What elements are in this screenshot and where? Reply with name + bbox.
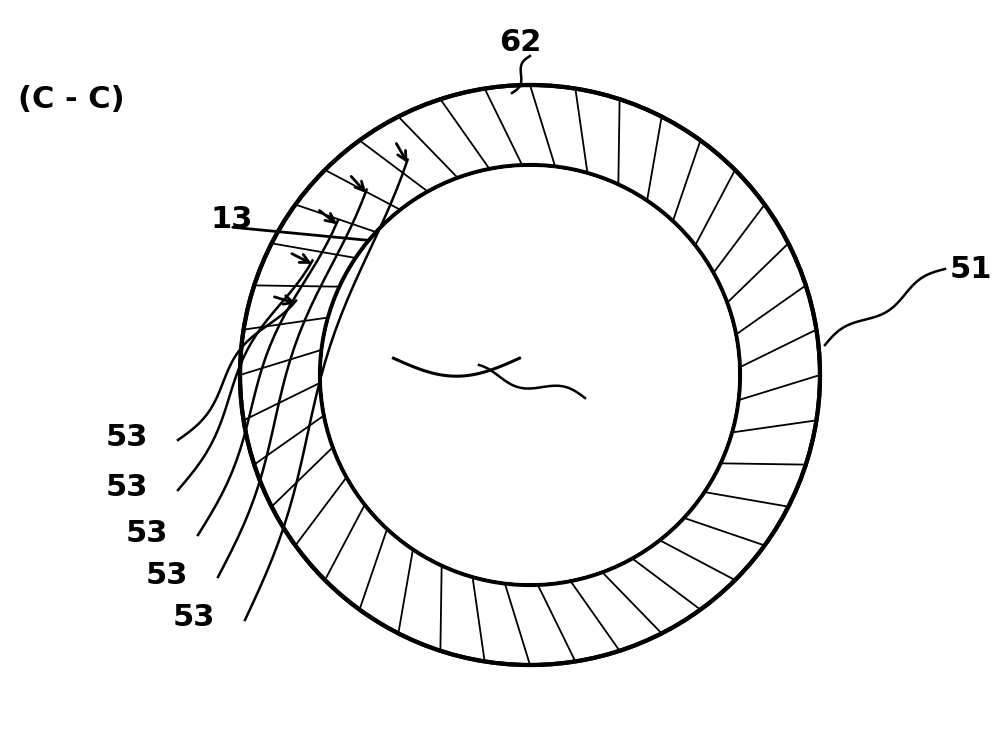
Text: 53: 53 (126, 519, 168, 548)
Text: 53: 53 (106, 474, 148, 502)
Text: 53: 53 (173, 603, 215, 633)
Circle shape (240, 85, 820, 665)
Circle shape (322, 167, 738, 583)
Text: 51: 51 (950, 255, 992, 284)
Text: 49: 49 (590, 388, 633, 417)
Text: 13: 13 (210, 205, 252, 234)
Text: 53: 53 (106, 423, 148, 452)
Text: 62: 62 (499, 28, 541, 57)
Text: (C - C): (C - C) (18, 85, 125, 114)
Circle shape (320, 165, 740, 585)
Text: 53: 53 (146, 560, 188, 589)
